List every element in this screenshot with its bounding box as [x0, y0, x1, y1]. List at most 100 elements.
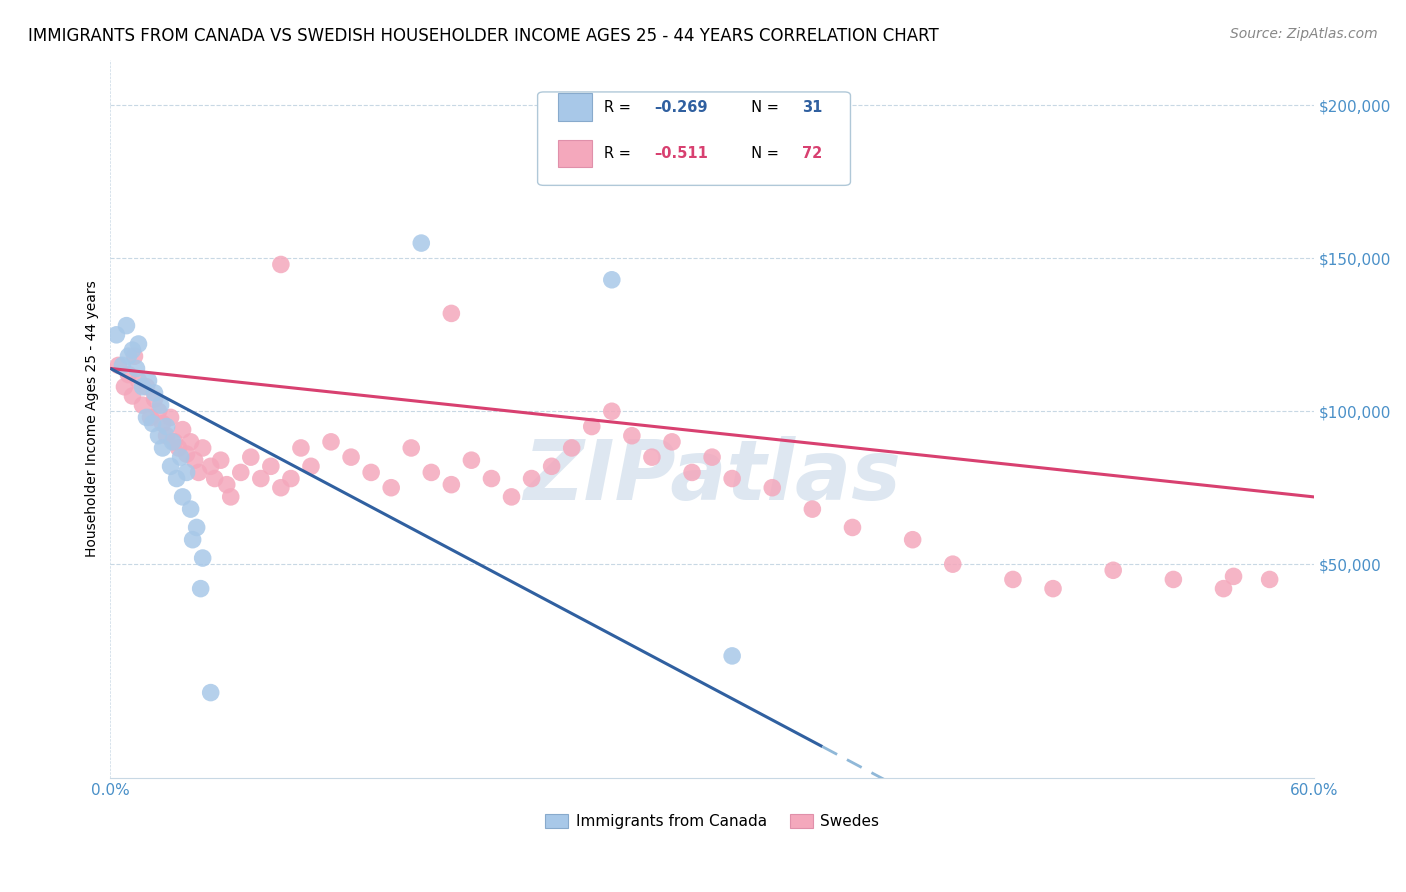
Point — [219, 490, 242, 504]
Point — [183, 453, 205, 467]
Point — [152, 417, 174, 431]
Text: –0.269: –0.269 — [654, 100, 707, 114]
Text: R =: R = — [603, 146, 636, 161]
Point — [127, 374, 149, 388]
Point — [114, 380, 136, 394]
Point — [125, 361, 148, 376]
Point — [121, 389, 143, 403]
Point — [1258, 573, 1281, 587]
Point — [172, 423, 194, 437]
Point — [319, 434, 342, 449]
Point — [124, 349, 146, 363]
Point — [131, 380, 153, 394]
Point — [117, 368, 139, 382]
Point — [169, 450, 191, 464]
Point — [163, 434, 186, 449]
Point — [1222, 569, 1244, 583]
Point — [107, 359, 129, 373]
Point — [149, 398, 172, 412]
Point — [127, 337, 149, 351]
Text: R =: R = — [603, 100, 636, 114]
Text: N =: N = — [742, 146, 783, 161]
Point — [581, 419, 603, 434]
Text: Source: ZipAtlas.com: Source: ZipAtlas.com — [1230, 27, 1378, 41]
Point — [620, 428, 643, 442]
Point — [641, 450, 664, 464]
Point — [190, 582, 212, 596]
Point — [141, 417, 163, 431]
Point — [139, 410, 162, 425]
Point — [135, 410, 157, 425]
Point — [148, 428, 170, 442]
Point — [143, 392, 166, 406]
Point — [380, 481, 402, 495]
Point — [105, 327, 128, 342]
Point — [1212, 582, 1234, 596]
Text: –0.511: –0.511 — [654, 146, 709, 161]
Point — [180, 434, 202, 449]
Point — [229, 466, 252, 480]
Point — [176, 447, 198, 461]
Point — [187, 466, 209, 480]
Point — [721, 471, 744, 485]
Point — [143, 385, 166, 400]
Point — [260, 459, 283, 474]
Point — [176, 466, 198, 480]
Point — [360, 466, 382, 480]
Point — [155, 419, 177, 434]
Point — [155, 428, 177, 442]
Point — [481, 471, 503, 485]
Text: 72: 72 — [803, 146, 823, 161]
Point — [250, 471, 273, 485]
Point — [520, 471, 543, 485]
Point — [340, 450, 363, 464]
Point — [270, 258, 292, 272]
Point — [270, 481, 292, 495]
Point — [440, 477, 463, 491]
Point — [1001, 573, 1024, 587]
Point — [901, 533, 924, 547]
Point — [166, 471, 188, 485]
Point — [115, 318, 138, 333]
FancyBboxPatch shape — [558, 94, 592, 120]
Point — [111, 359, 134, 373]
Point — [540, 459, 562, 474]
Point — [159, 459, 181, 474]
Point — [152, 441, 174, 455]
Point — [167, 441, 190, 455]
Point — [1163, 573, 1185, 587]
Point — [661, 434, 683, 449]
Point — [801, 502, 824, 516]
Point — [162, 434, 184, 449]
Point — [280, 471, 302, 485]
Point — [561, 441, 583, 455]
Point — [600, 273, 623, 287]
Y-axis label: Householder Income Ages 25 - 44 years: Householder Income Ages 25 - 44 years — [86, 281, 100, 558]
Point — [181, 533, 204, 547]
Point — [681, 466, 703, 480]
Point — [215, 477, 238, 491]
Point — [117, 349, 139, 363]
Point — [440, 306, 463, 320]
Point — [1102, 563, 1125, 577]
Point — [299, 459, 322, 474]
Point — [159, 410, 181, 425]
Point — [1042, 582, 1064, 596]
Point — [721, 648, 744, 663]
Point — [399, 441, 422, 455]
Point — [148, 404, 170, 418]
Text: N =: N = — [742, 100, 783, 114]
Point — [700, 450, 723, 464]
Point — [420, 466, 443, 480]
Point — [191, 441, 214, 455]
Point — [841, 520, 863, 534]
Point — [180, 502, 202, 516]
Legend: Immigrants from Canada, Swedes: Immigrants from Canada, Swedes — [538, 808, 886, 835]
Point — [411, 236, 433, 251]
Point — [191, 551, 214, 566]
Point — [290, 441, 312, 455]
Point — [200, 685, 222, 699]
Point — [239, 450, 262, 464]
Point — [204, 471, 226, 485]
FancyBboxPatch shape — [558, 140, 592, 168]
